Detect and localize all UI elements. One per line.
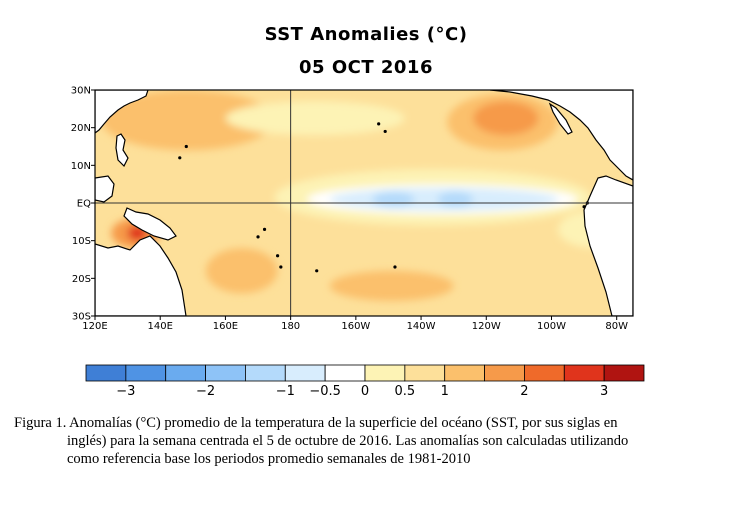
land-borneo: [95, 175, 115, 203]
colorbar-swatch-10: [484, 364, 525, 382]
island-10: [279, 265, 283, 269]
anomaly-region-5: [329, 270, 454, 301]
y-tick-label: 30S: [72, 312, 91, 323]
land-new-guinea: [123, 207, 177, 241]
colorbar-tick-label: 3: [600, 384, 608, 399]
colorbar-swatch-8: [404, 364, 446, 382]
colorbar-tick-label: 0.5: [395, 384, 416, 399]
caption-line-3: como referencia base los periodos promed…: [67, 451, 471, 467]
y-tick-label: 20S: [72, 274, 91, 285]
colorbar-labels: −3 −2 −1 −0.5 0 0.5 1 2 3: [116, 384, 608, 399]
island-8: [262, 227, 267, 231]
x-tick-label: 120E: [82, 321, 107, 332]
x-tick-label: 180: [281, 321, 300, 332]
colorbar: [85, 364, 645, 382]
colorbar-swatch-4: [245, 364, 286, 382]
land-south-america: [583, 175, 633, 316]
anomaly-region-1: [101, 90, 275, 151]
caption-line-2: inglés) para la semana centrada el 5 de …: [67, 433, 629, 449]
island-9: [275, 254, 280, 258]
chart-subtitle: 05 OCT 2016: [299, 57, 433, 78]
sst-anomaly-chart: 30N 20N 10N EQ 10S 20S 30S 120E 140E 160E 180 160W…: [71, 86, 645, 399]
colorbar-tick-label: −2: [196, 384, 215, 399]
island-7: [256, 235, 260, 239]
colorbar-swatch-7: [364, 364, 406, 382]
colorbar-swatch-0: [85, 364, 127, 382]
colorbar-tick-label: 0: [361, 384, 369, 399]
land-asia-mainland: [95, 90, 149, 134]
colorbar-swatch-5: [284, 364, 326, 382]
x-tick-label: 140W: [407, 321, 436, 332]
land-australia: [95, 235, 187, 316]
land-baja-california: [548, 102, 573, 135]
y-tick-label: 10N: [71, 161, 91, 172]
colorbar-swatch-9: [444, 364, 485, 382]
y-tick-label: EQ: [77, 199, 91, 210]
anomaly-map: [95, 90, 633, 316]
x-tick-label: 100W: [537, 321, 566, 332]
colorbar-swatch-3: [205, 364, 246, 382]
island-2: [184, 144, 188, 149]
colorbar-tick-label: 2: [520, 384, 528, 399]
land-masses: [95, 90, 633, 316]
x-axis: 120E 140E 160E 180 160W 140W 120W 100W 80W: [82, 316, 628, 332]
anomaly-region-13: [437, 191, 474, 207]
island-6: [315, 269, 319, 273]
anomaly-region-4: [473, 101, 539, 136]
colorbar-swatch-13: [603, 364, 645, 382]
y-tick-label: 10S: [72, 236, 91, 247]
island-11: [582, 205, 586, 209]
colorbar-swatch-12: [563, 364, 605, 382]
y-tick-label: 30N: [71, 86, 91, 97]
anomaly-regions: [101, 90, 633, 301]
colorbar-swatch-2: [165, 364, 206, 382]
island-3: [377, 122, 381, 126]
colorbar-swatch-6: [324, 364, 366, 382]
land-philippines: [115, 133, 129, 168]
y-tick-label: 20N: [71, 123, 91, 134]
anomaly-region-12: [372, 191, 415, 207]
land-north-america: [489, 90, 633, 181]
figure-caption: Figura 1. Anomalías (°C) promedio de la …: [14, 414, 719, 468]
caption-line-1: Figura 1. Anomalías (°C) promedio de la …: [14, 415, 618, 431]
colorbar-tick-label: −3: [116, 384, 135, 399]
island-markers: [178, 122, 589, 273]
colorbar-tick-label: −1: [276, 384, 295, 399]
x-tick-label: 80W: [605, 321, 628, 332]
colorbar-swatch-1: [125, 364, 167, 382]
colorbar-swatch-11: [524, 364, 565, 382]
colorbar-tick-label: 1: [441, 384, 449, 399]
island-1: [178, 156, 182, 160]
colorbar-tick-label: −0.5: [309, 384, 341, 399]
x-tick-label: 140E: [148, 321, 173, 332]
y-axis: 30N 20N 10N EQ 10S 20S 30S: [71, 86, 95, 323]
anomaly-region-6: [205, 248, 278, 294]
chart-title: SST Anomalies (°C): [264, 24, 468, 45]
x-tick-label: 160W: [341, 321, 370, 332]
anomaly-region-2: [225, 101, 405, 136]
x-tick-label: 120W: [472, 321, 501, 332]
island-5: [393, 265, 397, 269]
x-tick-label: 160E: [213, 321, 238, 332]
island-4: [383, 129, 387, 134]
